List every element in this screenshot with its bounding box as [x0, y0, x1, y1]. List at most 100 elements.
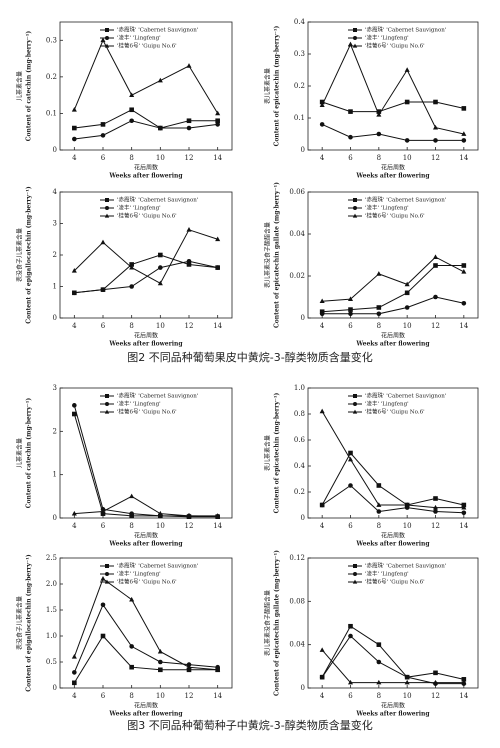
y-tick-label: 2 [53, 251, 57, 259]
marker-circle [72, 136, 77, 142]
y-axis-label: Content of epicatechin (mg·berry⁻¹) [274, 392, 281, 513]
marker-circle [353, 402, 357, 406]
series-line [74, 254, 218, 294]
y-axis-label-cn: 表没食子儿茶素含量 [16, 596, 24, 650]
series-line [321, 649, 464, 684]
legend-label: '赤霞珠' 'Cabernet Sauvignon' [117, 392, 198, 400]
y-tick-label: 0.02 [289, 272, 305, 280]
x-tick-label: 14 [459, 154, 468, 162]
x-tick-label: 8 [377, 322, 381, 330]
legend-label: '桂葡6号' 'Guipu No.6' [117, 578, 177, 586]
y-tick-label: 1.0 [294, 384, 305, 392]
marker-triangle [376, 502, 382, 507]
marker-triangle [347, 456, 354, 462]
marker-square [348, 450, 353, 456]
x-tick-label: 10 [403, 522, 412, 530]
y-tick-label: 0 [301, 684, 305, 692]
legend-label: '桂葡6号' 'Guipu No.6' [117, 408, 177, 416]
marker-circle [348, 483, 353, 488]
marker-triangle [157, 510, 163, 516]
y-tick-label: 2.0 [46, 580, 57, 588]
caption: 图3 不同品种葡萄种子中黄烷-3-醇类物质含量变化 [127, 718, 372, 732]
marker-triangle [319, 408, 325, 414]
marker-circle [105, 206, 109, 210]
y-axis-label-cn: 表儿茶素含量 [264, 435, 272, 471]
x-tick-label: 12 [431, 522, 440, 530]
legend-label: '凌丰' 'Lingfeng' [365, 400, 409, 408]
marker-circle [376, 311, 382, 317]
marker-circle [100, 602, 106, 608]
marker-square [105, 564, 109, 568]
x-tick-label: 6 [348, 322, 353, 330]
x-tick-label: 12 [185, 522, 194, 530]
x-tick-label: 10 [156, 692, 165, 700]
marker-circle [186, 125, 192, 131]
y-axis-label: Content of epicatechin (mg·berry⁻¹) [274, 25, 281, 146]
y-tick-label: 0.4 [294, 18, 306, 26]
marker-square [72, 411, 77, 417]
legend-label: '凌丰' 'Lingfeng' [117, 204, 161, 212]
x-tick-label: 6 [101, 322, 106, 330]
marker-circle [105, 402, 109, 406]
marker-triangle [157, 648, 163, 654]
marker-triangle [104, 213, 110, 218]
marker-square [319, 99, 325, 105]
marker-triangle [404, 679, 410, 685]
marker-circle [129, 511, 134, 516]
marker-triangle [461, 131, 467, 136]
series-line [73, 578, 218, 671]
x-tick-label: 4 [320, 154, 325, 162]
marker-circle [129, 118, 134, 124]
legend-label: '赤霞珠' 'Cabernet Sauvignon' [365, 392, 446, 400]
marker-square [404, 99, 410, 105]
y-tick-label: 1 [53, 283, 57, 291]
marker-triangle [100, 37, 106, 43]
series-line [73, 39, 219, 114]
series-line [321, 452, 464, 506]
x-tick-label: 12 [431, 322, 440, 330]
marker-circle [404, 305, 410, 310]
y-axis-label-cn: 表儿茶素含量 [264, 68, 272, 104]
x-tick-label: 6 [101, 692, 106, 700]
legend-label: '凌丰' 'Lingfeng' [117, 570, 161, 578]
x-axis-label: Weeks after flowering [355, 341, 430, 348]
marker-triangle [186, 63, 192, 68]
marker-circle [376, 659, 382, 665]
series-line [321, 43, 464, 135]
marker-triangle [215, 236, 221, 242]
marker-triangle [432, 679, 439, 685]
x-tick-label: 12 [431, 692, 440, 700]
y-axis-label-cn: 表儿茶素没食子酸酯含量 [264, 590, 272, 656]
x-tick-label: 14 [213, 522, 222, 530]
marker-square [433, 496, 438, 501]
x-axis-label: Weeks after flowering [355, 711, 430, 718]
marker-square [100, 122, 106, 127]
x-axis-label-cn: 花后周数 [134, 532, 158, 540]
marker-circle [319, 122, 325, 127]
plot-frame [307, 557, 479, 689]
marker-triangle [129, 596, 135, 602]
plot-frame [59, 21, 233, 151]
y-axis-label: Content of epicatechin gallate (mg·berry… [274, 550, 281, 696]
x-tick-label: 14 [213, 322, 222, 330]
y-tick-label: 0 [301, 514, 305, 522]
x-tick-label: 4 [72, 692, 77, 700]
marker-square [72, 680, 77, 686]
x-axis-label: Weeks after flowering [355, 173, 430, 180]
marker-square [376, 109, 382, 114]
x-tick-label: 6 [348, 154, 353, 162]
y-axis-label: Content of catechin (mg·berry⁻¹) [26, 31, 33, 142]
x-tick-label: 4 [320, 522, 325, 530]
marker-triangle [461, 679, 467, 685]
marker-circle [376, 131, 382, 137]
marker-circle [129, 644, 134, 649]
marker-circle [348, 633, 353, 639]
marker-square [433, 670, 438, 676]
x-tick-label: 10 [156, 322, 165, 330]
y-tick-label: 0.08 [289, 597, 305, 605]
series-line [74, 120, 218, 140]
y-tick-label: 0 [53, 314, 57, 322]
marker-circle [353, 572, 357, 576]
y-tick-label: 0.1 [46, 109, 57, 117]
